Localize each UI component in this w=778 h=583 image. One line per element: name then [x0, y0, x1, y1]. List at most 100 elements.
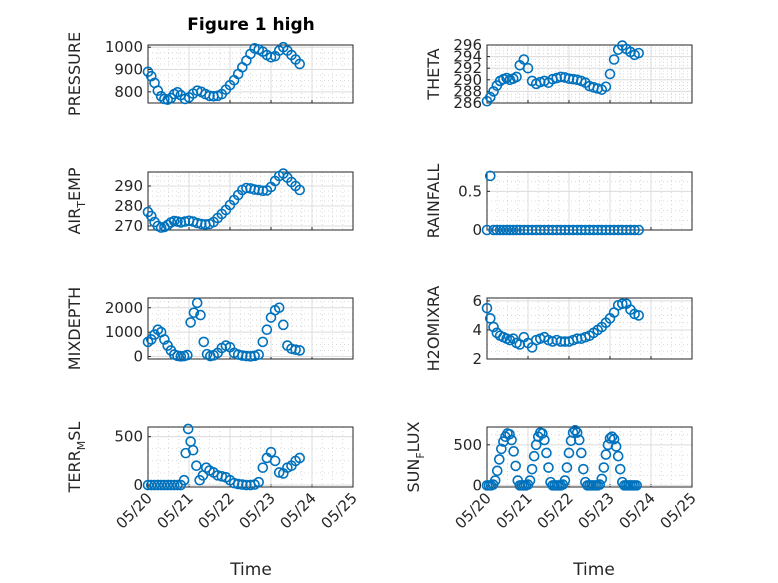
data-point	[204, 90, 215, 102]
data-point	[526, 463, 538, 475]
x-tick-label: 05/24	[277, 489, 320, 532]
x-tick-label: 05/24	[616, 489, 659, 532]
y-tick-label: 0	[133, 476, 143, 494]
y-axis-label: SUNFLUX	[404, 421, 427, 492]
data-point	[498, 224, 509, 236]
data-point	[191, 460, 202, 472]
data-point	[504, 428, 515, 440]
data-point	[614, 463, 626, 475]
data-point	[522, 62, 534, 74]
data-point	[539, 224, 550, 236]
data-point	[561, 462, 573, 473]
data-point	[504, 224, 516, 236]
data-point	[600, 81, 612, 93]
y-axis-label: AIRTEMP	[65, 167, 88, 234]
data-point	[491, 465, 503, 477]
data-point	[257, 185, 269, 197]
data-point	[200, 462, 212, 473]
y-tick-label: 280	[114, 197, 143, 215]
data-point	[594, 479, 606, 490]
data-point	[481, 224, 493, 236]
y-tick-label: 500	[114, 428, 143, 446]
plot-frame	[486, 297, 693, 360]
x-tick-label: 05/21	[154, 489, 197, 532]
data-point	[537, 428, 548, 439]
data-point	[294, 58, 306, 70]
data-point	[481, 302, 493, 314]
data-point	[506, 434, 517, 446]
data-point	[488, 86, 499, 97]
data-point	[524, 475, 536, 486]
subplot-h2omixra: 2 4 6 H2OMIXRA	[424, 286, 693, 371]
data-point	[489, 475, 501, 486]
data-point	[195, 309, 206, 321]
data-point	[600, 224, 612, 236]
data-point	[573, 434, 585, 446]
data-point	[265, 51, 277, 63]
y-tick-label: 2000	[105, 299, 143, 317]
data-point	[616, 298, 628, 310]
y-tick-label: 270	[114, 217, 143, 235]
data-point	[145, 479, 157, 491]
y-tick-label: 6	[472, 292, 482, 310]
data-point	[191, 297, 203, 309]
y-tick-label: 800	[114, 83, 143, 101]
subplot-rainfall: 0 0.5 RAINFALL	[424, 164, 693, 239]
y-axis-label: RAINFALL	[424, 164, 443, 239]
y-tick-label: 1000	[105, 323, 143, 341]
data-point	[145, 210, 157, 222]
y-tick-label: 2	[472, 350, 482, 368]
data-point	[510, 460, 522, 472]
y-tick-label: 1000	[105, 38, 143, 56]
x-tick-label: 05/23	[575, 489, 618, 532]
data-point	[142, 479, 154, 491]
data-point	[606, 431, 618, 443]
data-point	[257, 462, 269, 473]
data-point	[294, 184, 306, 196]
plot-frame	[486, 44, 693, 104]
data-point	[273, 302, 285, 314]
y-tick-label: 0.5	[458, 182, 482, 200]
x-tick-label: 05/25	[657, 489, 700, 532]
y-tick-label: 290	[453, 71, 482, 89]
y-tick-label: 0	[472, 221, 482, 239]
x-tick-label: 05/20	[452, 489, 495, 532]
data-point	[569, 424, 581, 436]
data-point	[612, 450, 624, 462]
y-tick-label: 4	[472, 321, 482, 339]
data-point	[185, 317, 196, 328]
y-tick-label: 292	[453, 59, 482, 77]
data-point	[253, 476, 265, 488]
data-point	[488, 321, 499, 333]
data-point	[294, 452, 306, 464]
data-point	[261, 324, 273, 336]
data-point	[149, 479, 160, 491]
data-point	[631, 480, 642, 491]
x-tick-label: 05/21	[493, 489, 536, 532]
y-tick-label: 900	[114, 61, 143, 79]
data-point	[491, 224, 503, 236]
data-point	[142, 336, 154, 348]
data-point	[182, 349, 193, 361]
data-point	[621, 224, 632, 236]
data-point	[559, 475, 571, 486]
x-tick-label: 05/20	[113, 489, 156, 532]
figure-title: Figure 1 high	[187, 15, 315, 35]
x-axis-label-right: Time	[572, 560, 615, 580]
data-point	[159, 479, 170, 491]
y-tick-label: 296	[453, 36, 482, 54]
data-point	[633, 310, 645, 321]
data-point	[596, 473, 608, 485]
data-point	[629, 224, 640, 236]
subplot-mixdepth: 0 1000 2000 MIXDEPTH	[65, 287, 354, 370]
data-point	[600, 449, 612, 460]
data-point	[496, 443, 507, 455]
data-point	[518, 224, 530, 236]
data-point	[277, 319, 289, 331]
data-point	[580, 224, 591, 236]
data-point	[610, 441, 622, 452]
data-point	[172, 86, 183, 98]
data-point	[598, 462, 610, 473]
data-point	[484, 313, 496, 324]
